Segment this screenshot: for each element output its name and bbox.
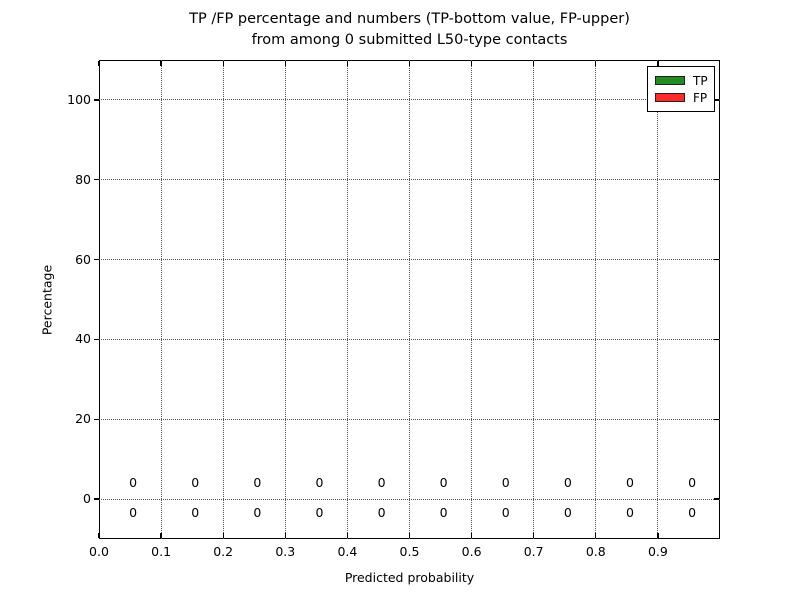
legend: TP FP: [647, 66, 715, 112]
v-gridline: [533, 60, 535, 539]
fp-count-label: 0: [625, 475, 634, 491]
y-tick-label: 20: [75, 411, 91, 427]
y-tick-left: [94, 258, 99, 261]
x-tick-bottom: [533, 533, 535, 538]
v-gridline: [160, 60, 162, 539]
x-tick-label: 0.6: [461, 544, 482, 559]
x-tick-top: [346, 61, 349, 66]
x-tick-bottom: [284, 533, 286, 538]
x-tick-bottom: [98, 533, 100, 538]
x-tick-bottom: [346, 533, 349, 538]
y-tick-right: [714, 338, 719, 341]
fp-count-label: 0: [129, 475, 138, 491]
fp-count-label: 0: [688, 475, 697, 491]
y-tick-left: [94, 498, 99, 500]
x-tick-top: [533, 61, 535, 66]
x-tick-label: 0.7: [523, 544, 544, 559]
v-gridline: [657, 60, 659, 539]
x-tick-label: 0.1: [151, 544, 172, 559]
y-tick-left: [94, 179, 99, 181]
legend-entry-tp: TP: [655, 74, 714, 88]
fp-count-label: 0: [377, 475, 386, 491]
y-tick-left: [94, 99, 99, 101]
v-gridline: [222, 60, 224, 539]
x-tick-label: 0.9: [647, 544, 668, 559]
tp-count-label: 0: [563, 505, 572, 521]
fp-count-label: 0: [439, 475, 448, 491]
fp-count-label: 0: [315, 475, 324, 491]
v-gridline: [346, 60, 348, 539]
tp-count-label: 0: [501, 505, 510, 521]
x-tick-bottom: [657, 533, 659, 538]
legend-label-tp: TP: [693, 73, 708, 88]
chart-title-line1: TP /FP percentage and numbers (TP-bottom…: [189, 11, 630, 27]
chart-title-line2: from among 0 submitted L50-type contacts: [251, 32, 568, 48]
v-gridline: [471, 60, 473, 539]
x-tick-label: 0.2: [213, 544, 234, 559]
x-tick-top: [284, 61, 286, 66]
x-tick-top: [222, 61, 224, 66]
x-tick-top: [408, 61, 411, 66]
y-tick-left: [94, 418, 99, 420]
x-axis-label: Predicted probability: [344, 570, 475, 585]
fp-count-label: 0: [253, 475, 262, 491]
tp-count-label: 0: [439, 505, 448, 521]
tp-count-label: 0: [253, 505, 262, 521]
x-tick-top: [470, 61, 473, 66]
fp-color-swatch: [655, 93, 685, 102]
y-axis-label: Percentage: [39, 264, 55, 336]
y-tick-right: [714, 418, 719, 420]
tp-count-label: 0: [377, 505, 386, 521]
y-tick-label: 40: [75, 331, 91, 347]
x-tick-top: [98, 61, 100, 66]
x-tick-label: 0.0: [89, 544, 109, 559]
y-tick-label: 80: [75, 171, 91, 187]
tp-count-label: 0: [625, 505, 634, 521]
fp-count-label: 0: [563, 475, 572, 491]
x-tick-bottom: [160, 533, 162, 538]
x-tick-bottom: [408, 533, 411, 538]
x-tick-label: 0.8: [585, 544, 606, 559]
fp-count-label: 0: [191, 475, 200, 491]
y-tick-label: 100: [67, 91, 91, 107]
v-gridline: [595, 60, 597, 539]
v-gridline: [409, 60, 410, 539]
y-tick-right: [714, 258, 719, 261]
tp-color-swatch: [655, 76, 685, 85]
legend-label-fp: FP: [693, 90, 708, 105]
y-tick-right: [714, 179, 719, 181]
y-tick-left: [94, 338, 99, 341]
x-tick-label: 0.5: [399, 544, 420, 559]
tp-count-label: 0: [688, 505, 697, 521]
x-tick-top: [595, 61, 597, 66]
legend-entry-fp: FP: [655, 91, 714, 105]
x-tick-label: 0.3: [275, 544, 296, 559]
tp-count-label: 0: [129, 505, 138, 521]
x-tick-top: [657, 61, 659, 66]
y-tick-right: [714, 498, 719, 500]
x-tick-label: 0.4: [337, 544, 358, 559]
x-tick-bottom: [595, 533, 597, 538]
tp-count-label: 0: [315, 505, 324, 521]
tp-count-label: 0: [191, 505, 200, 521]
v-gridline: [284, 60, 286, 539]
y-tick-right: [714, 99, 719, 101]
y-tick-label: 60: [75, 251, 91, 267]
x-tick-bottom: [470, 533, 473, 538]
chart-title: TP /FP percentage and numbers (TP-bottom…: [99, 9, 720, 51]
x-tick-top: [160, 61, 162, 66]
x-tick-bottom: [222, 533, 224, 538]
fp-count-label: 0: [501, 475, 510, 491]
y-tick-label: 0: [83, 491, 91, 507]
